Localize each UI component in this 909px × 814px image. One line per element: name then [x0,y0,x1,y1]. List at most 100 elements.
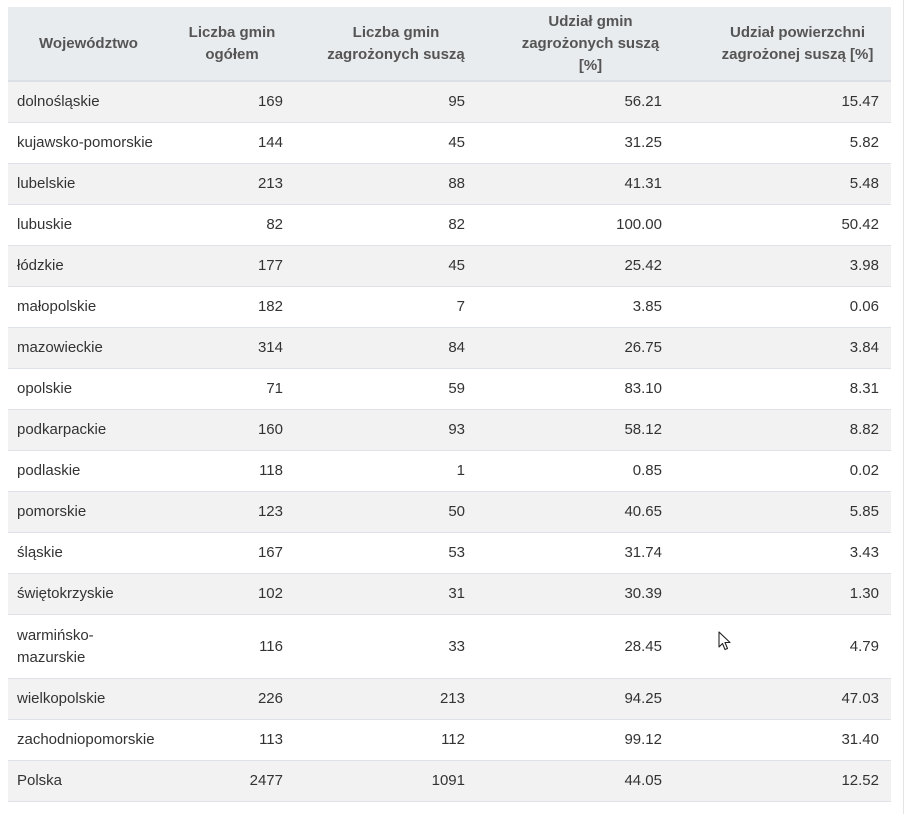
cell-threatened: 45 [295,122,477,164]
cell-share-area: 3.98 [674,245,891,287]
table-row: świętokrzyskie 102 31 30.39 1.30 [8,573,891,615]
cell-share-area: 12.52 [674,760,891,802]
cell-total: 144 [169,122,295,164]
cell-share-area: 0.06 [674,286,891,328]
cell-total: 160 [169,409,295,451]
table-row: dolnośląskie 169 95 56.21 15.47 [8,81,891,123]
cell-share-area: 50.42 [674,204,891,246]
cell-region: podkarpackie [8,409,169,451]
cell-share-gminas: 30.39 [477,573,674,615]
cell-threatened: 1091 [295,760,477,802]
table-header: Województwo Liczba gmin ogółem Liczba gm… [8,7,891,82]
table-row: opolskie 71 59 83.10 8.31 [8,368,891,410]
table-row: lubuskie 82 82 100.00 50.42 [8,204,891,246]
cell-share-gminas: 100.00 [477,204,674,246]
cell-region: Polska [8,760,169,802]
cell-share-area: 15.47 [674,81,891,123]
cell-share-area: 1.30 [674,573,891,615]
cell-region: lubuskie [8,204,169,246]
cell-share-gminas: 3.85 [477,286,674,328]
cell-share-gminas: 99.12 [477,719,674,761]
cell-region: śląskie [8,532,169,574]
cell-region: warmińsko-mazurskie [8,614,169,679]
cell-share-gminas: 28.45 [477,614,674,679]
cell-total: 82 [169,204,295,246]
cell-threatened: 213 [295,678,477,720]
header-total-gminas[interactable]: Liczba gmin ogółem [169,7,295,82]
cell-share-gminas: 58.12 [477,409,674,451]
cell-share-gminas: 40.65 [477,491,674,533]
table-row: kujawsko-pomorskie 144 45 31.25 5.82 [8,122,891,164]
cell-share-area: 8.82 [674,409,891,451]
table-row: śląskie 167 53 31.74 3.43 [8,532,891,574]
cell-threatened: 31 [295,573,477,615]
table-row: Polska 2477 1091 44.05 12.52 [8,760,891,802]
cell-total: 71 [169,368,295,410]
cell-threatened: 84 [295,327,477,369]
header-region[interactable]: Województwo [8,7,169,82]
cell-total: 102 [169,573,295,615]
cell-share-gminas: 41.31 [477,163,674,205]
table-row: pomorskie 123 50 40.65 5.85 [8,491,891,533]
table-row: podlaskie 118 1 0.85 0.02 [8,450,891,492]
cell-share-area: 31.40 [674,719,891,761]
cell-threatened: 53 [295,532,477,574]
cell-threatened: 95 [295,81,477,123]
drought-table-container: Województwo Liczba gmin ogółem Liczba gm… [8,7,891,802]
cell-total: 182 [169,286,295,328]
cell-threatened: 59 [295,368,477,410]
cell-share-gminas: 44.05 [477,760,674,802]
cell-share-gminas: 31.25 [477,122,674,164]
cell-share-area: 5.85 [674,491,891,533]
cell-share-area: 3.43 [674,532,891,574]
cell-share-area: 4.79 [674,614,891,679]
cell-share-gminas: 0.85 [477,450,674,492]
table-row: podkarpackie 160 93 58.12 8.82 [8,409,891,451]
header-row: Województwo Liczba gmin ogółem Liczba gm… [8,7,891,82]
cell-total: 226 [169,678,295,720]
cell-share-gminas: 56.21 [477,81,674,123]
cell-share-gminas: 31.74 [477,532,674,574]
table-row: lubelskie 213 88 41.31 5.48 [8,163,891,205]
cell-threatened: 45 [295,245,477,287]
cell-region: dolnośląskie [8,81,169,123]
cell-region: świętokrzyskie [8,573,169,615]
header-share-gminas[interactable]: Udział gmin zagrożonych suszą [%] [477,7,674,82]
cell-total: 213 [169,163,295,205]
cell-share-gminas: 83.10 [477,368,674,410]
cell-region: podlaskie [8,450,169,492]
cell-region: opolskie [8,368,169,410]
table-row: wielkopolskie 226 213 94.25 47.03 [8,678,891,720]
cell-threatened: 88 [295,163,477,205]
cell-threatened: 93 [295,409,477,451]
cell-share-gminas: 94.25 [477,678,674,720]
cell-region: pomorskie [8,491,169,533]
table-row: warmińsko-mazurskie 116 33 28.45 4.79 [8,614,891,679]
cell-share-area: 5.82 [674,122,891,164]
cell-share-area: 3.84 [674,327,891,369]
cell-threatened: 33 [295,614,477,679]
cell-share-area: 8.31 [674,368,891,410]
cell-share-area: 5.48 [674,163,891,205]
cell-region: wielkopolskie [8,678,169,720]
cell-region: lubelskie [8,163,169,205]
cell-region: kujawsko-pomorskie [8,122,169,164]
cell-total: 116 [169,614,295,679]
table-row: małopolskie 182 7 3.85 0.06 [8,286,891,328]
cell-threatened: 50 [295,491,477,533]
table-row: łódzkie 177 45 25.42 3.98 [8,245,891,287]
mouse-pointer-icon [718,631,731,651]
scrollbar-edge [903,0,904,814]
cell-share-gminas: 25.42 [477,245,674,287]
table-row: mazowieckie 314 84 26.75 3.84 [8,327,891,369]
cell-total: 169 [169,81,295,123]
header-share-area[interactable]: Udział powierzchni zagrożonej suszą [%] [674,7,891,82]
cell-share-area: 47.03 [674,678,891,720]
cell-threatened: 82 [295,204,477,246]
cell-total: 167 [169,532,295,574]
table-body: dolnośląskie 169 95 56.21 15.47 kujawsko-pomo… [8,81,891,802]
cell-region: mazowieckie [8,327,169,369]
cell-region: łódzkie [8,245,169,287]
cell-share-area: 0.02 [674,450,891,492]
header-threatened-gminas[interactable]: Liczba gmin zagrożonych suszą [295,7,477,82]
